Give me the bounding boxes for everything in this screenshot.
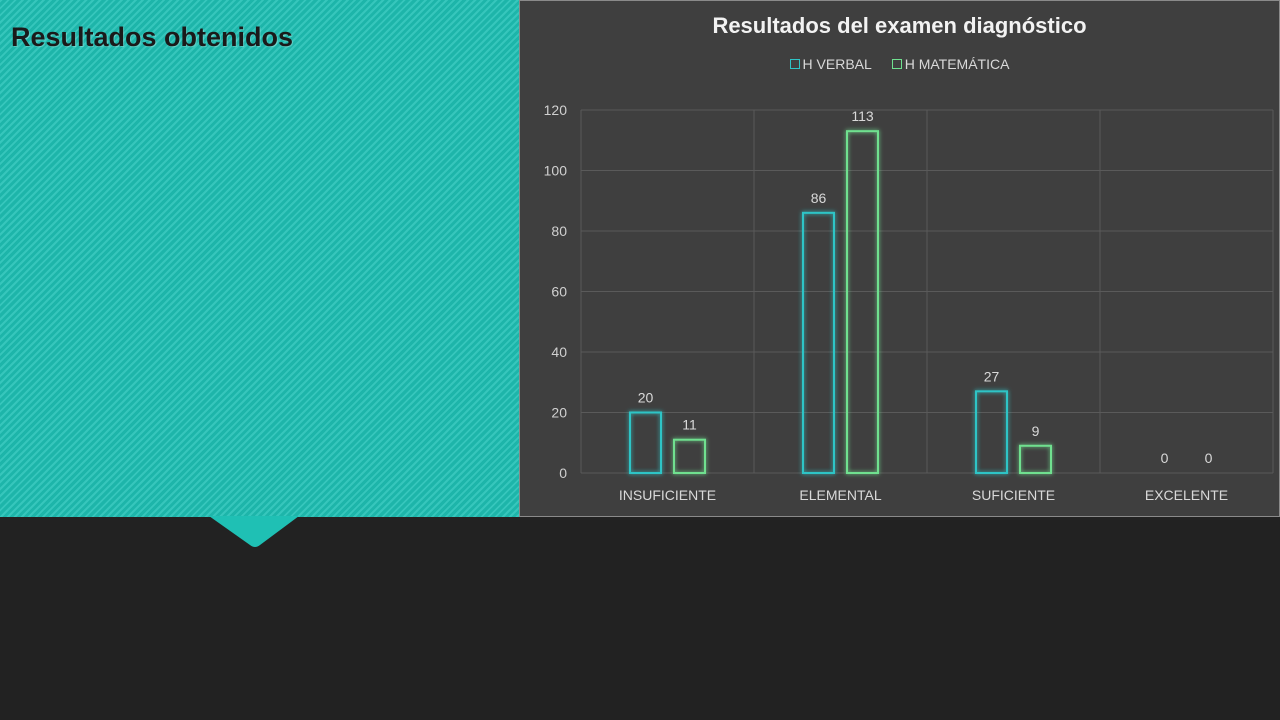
y-tick-label: 80 (551, 223, 567, 239)
teal-title-panel (0, 0, 520, 517)
x-tick-label: INSUFICIENTE (619, 487, 716, 503)
data-label: 0 (1161, 450, 1169, 466)
data-label: 27 (984, 368, 1000, 384)
data-label: 11 (682, 417, 697, 433)
data-label: 9 (1032, 423, 1040, 439)
bar-verbal (802, 211, 835, 474)
data-label: 86 (811, 190, 827, 206)
bar-matematica (1019, 444, 1052, 474)
chart-legend: H VERBAL H MATEMÁTICA (520, 56, 1279, 72)
data-label: 20 (638, 390, 654, 406)
legend-item-matematica: H MATEMÁTICA (891, 56, 1010, 72)
data-label: 0 (1205, 450, 1213, 466)
legend-label-matematica: H MATEMÁTICA (904, 56, 1010, 72)
legend-item-verbal: H VERBAL (789, 56, 872, 72)
bar-verbal (975, 390, 1008, 475)
bar-chart-plot: 0 20 40 60 80 100 120 20 11 INSUFICIENTE 86 113 ELEM… (544, 102, 1274, 503)
y-tick-label: 20 (551, 405, 567, 421)
bar-verbal (629, 411, 662, 474)
chart-container: Resultados del examen diagnóstico H VERB… (519, 0, 1280, 517)
x-tick-label: ELEMENTAL (799, 487, 881, 503)
bar-matematica (846, 130, 879, 475)
data-label: 113 (851, 108, 874, 124)
legend-swatch-verbal (789, 59, 800, 69)
legend-label-verbal: H VERBAL (802, 56, 872, 72)
x-tick-label: EXCELENTE (1145, 487, 1228, 503)
y-tick-label: 120 (544, 102, 568, 118)
y-tick-label: 100 (544, 163, 568, 179)
slide-title: Resultados obtenidos (11, 22, 294, 52)
y-tick-label: 60 (551, 284, 567, 300)
y-tick-label: 0 (559, 465, 567, 481)
chart-title: Resultados del examen diagnóstico (712, 13, 1087, 38)
y-tick-label: 40 (551, 344, 567, 360)
legend-swatch-matematica (891, 59, 902, 69)
x-tick-label: SUFICIENTE (972, 487, 1055, 503)
bar-matematica (673, 438, 706, 475)
